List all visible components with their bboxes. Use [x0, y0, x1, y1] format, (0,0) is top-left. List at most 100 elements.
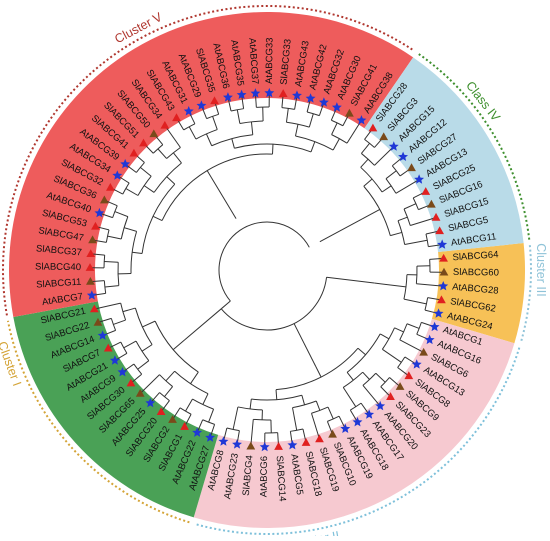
- branch-segment: [293, 408, 297, 431]
- branch-segment: [162, 401, 169, 411]
- cluster-stem: [362, 209, 380, 218]
- cluster-stem: [185, 309, 222, 340]
- root-link: [221, 301, 230, 309]
- branch-segment: [126, 189, 138, 196]
- branch-segment: [237, 110, 240, 124]
- branch-segment: [96, 303, 120, 309]
- branch-segment: [124, 341, 136, 348]
- branch-segment: [311, 142, 315, 152]
- cluster-stem: [316, 366, 321, 377]
- branch-segment: [316, 401, 320, 410]
- branch-segment: [189, 127, 196, 139]
- branch-segment: [390, 232, 402, 235]
- branch-segment: [166, 127, 180, 147]
- branch-segment: [309, 114, 313, 127]
- branch-segment: [380, 334, 389, 339]
- branch-segment: [104, 261, 118, 262]
- branch-segment: [386, 171, 396, 179]
- branch-segment: [410, 218, 434, 225]
- branch-segment: [276, 390, 277, 400]
- branch-segment: [347, 372, 353, 380]
- branch-segment: [251, 122, 252, 135]
- branch-segment: [203, 394, 208, 405]
- branch-segment: [328, 407, 333, 419]
- branch-segment: [142, 345, 152, 352]
- branch-segment: [127, 165, 137, 172]
- branch-segment: [206, 134, 211, 146]
- cluster_iii-label: Cluster III: [534, 243, 548, 297]
- cluster-stem: [294, 324, 316, 367]
- branch-segment: [381, 387, 389, 396]
- branch-segment: [398, 217, 407, 221]
- branch-segment: [404, 204, 416, 209]
- branch-segment: [392, 158, 401, 166]
- branch-segment: [158, 149, 167, 159]
- branch-segment: [363, 372, 370, 379]
- branch-segment: [343, 387, 356, 406]
- branch-segment: [164, 387, 172, 397]
- cluster-stem: [173, 340, 184, 350]
- branch-segment: [132, 252, 142, 253]
- branch-segment: [382, 186, 391, 192]
- branch-segment: [311, 413, 318, 437]
- branch-segment: [364, 179, 372, 186]
- branch-segment: [233, 407, 238, 429]
- leaf-label: SlABCG60: [453, 267, 499, 279]
- branch-segment: [407, 324, 419, 329]
- branch-segment: [333, 139, 339, 150]
- leaf-label: AtABCG6: [259, 456, 271, 497]
- branch-segment: [347, 122, 360, 143]
- branch-segment: [358, 348, 366, 355]
- branch-segment: [142, 375, 160, 392]
- branch-segment: [213, 116, 218, 129]
- branch-segment: [166, 371, 175, 381]
- branch-segment: [173, 153, 181, 163]
- branch-segment: [363, 385, 379, 404]
- branch-segment: [395, 328, 404, 332]
- branch-segment: [295, 124, 297, 136]
- cluster-stem: [211, 177, 236, 218]
- branch-segment: [105, 286, 119, 287]
- branch-segment: [153, 216, 162, 220]
- branch-segment: [123, 308, 135, 312]
- branch-segment: [361, 143, 369, 153]
- branch-segment: [250, 399, 251, 409]
- cluster-stem: [207, 171, 211, 178]
- branch-segment: [113, 320, 125, 324]
- branch-segment: [138, 361, 149, 370]
- branch-segment: [405, 240, 428, 244]
- branch-segment: [382, 349, 401, 362]
- branch-segment: [144, 186, 154, 193]
- cluster-stem: [374, 283, 406, 287]
- branch-segment: [124, 228, 136, 232]
- branch-segment: [124, 364, 134, 371]
- branch-segment: [209, 409, 214, 422]
- branch-segment: [390, 377, 399, 385]
- branch-segment: [167, 177, 175, 184]
- branch-segment: [186, 399, 193, 411]
- cluster-stem: [327, 277, 375, 283]
- branch-segment: [152, 393, 160, 402]
- branch-segment: [374, 148, 392, 165]
- branch-segment: [108, 236, 122, 239]
- branch-segment: [191, 372, 199, 384]
- branch-segment: [400, 340, 422, 352]
- branch-segment: [361, 403, 368, 413]
- branch-segment: [232, 139, 235, 149]
- branch-segment: [251, 419, 253, 444]
- branch-segment: [398, 368, 408, 375]
- leaf-label: SlABCG40: [35, 261, 81, 273]
- root-arc: [221, 277, 326, 330]
- cluster-stem: [320, 219, 362, 242]
- branch-segment: [132, 374, 141, 382]
- leaf-label: AtABCG33: [264, 37, 276, 84]
- branch-segment: [376, 373, 385, 382]
- branch-segment: [404, 299, 426, 304]
- branch-segment: [332, 123, 338, 135]
- root-arc: [219, 222, 309, 301]
- branch-segment: [302, 395, 305, 405]
- branch-segment: [115, 212, 128, 217]
- branch-segment: [142, 321, 155, 327]
